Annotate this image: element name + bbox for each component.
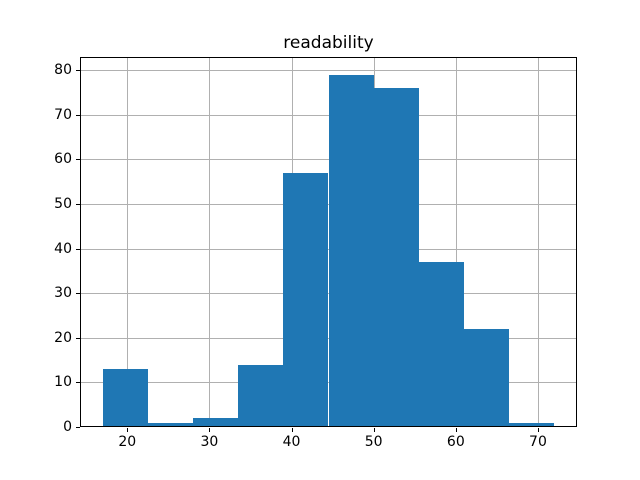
y-tick-mark (76, 427, 80, 428)
x-tick-label: 50 (364, 434, 383, 450)
x-tick-mark (455, 428, 457, 432)
histogram-bar (283, 172, 329, 427)
y-tick-mark (76, 159, 80, 161)
chart-title: readability (283, 33, 374, 53)
y-tick-mark (76, 382, 80, 384)
histogram-bar (102, 369, 148, 427)
histogram-bar (509, 422, 555, 427)
y-tick-label: 80 (54, 62, 72, 79)
x-tick-mark (537, 428, 539, 432)
x-tick-label: 20 (118, 434, 137, 450)
histogram-bar (328, 74, 374, 427)
y-tick-mark (76, 248, 80, 250)
x-tick-mark (127, 428, 129, 432)
histogram-bar (192, 418, 239, 427)
histogram-bar (373, 88, 419, 427)
y-tick-label: 70 (54, 106, 72, 123)
x-gridline (127, 57, 129, 427)
y-tick-label: 50 (54, 195, 72, 212)
y-tick-label: 0 (63, 419, 72, 435)
histogram-bar (418, 261, 465, 427)
y-tick-mark (76, 203, 80, 205)
x-tick-mark (209, 428, 211, 432)
x-tick-mark (373, 428, 375, 432)
plot-area (80, 57, 577, 427)
x-gridline (537, 57, 539, 427)
x-gridline (455, 57, 457, 427)
x-tick-label: 70 (529, 434, 547, 450)
y-tick-label: 30 (54, 285, 72, 302)
x-tick-mark (291, 428, 293, 432)
histogram-bar (147, 422, 193, 427)
x-gridline (209, 57, 211, 427)
histogram-bar (464, 328, 510, 427)
y-tick-mark (76, 293, 80, 295)
y-tick-label: 40 (54, 240, 72, 257)
y-tick-label: 60 (54, 151, 72, 168)
y-gridline (80, 70, 577, 72)
x-tick-label: 40 (282, 434, 301, 450)
y-tick-label: 10 (54, 374, 72, 391)
x-tick-label: 60 (446, 434, 465, 450)
y-tick-mark (76, 337, 80, 339)
y-tick-mark (76, 114, 80, 116)
x-tick-label: 30 (200, 434, 219, 450)
y-tick-label: 20 (54, 329, 72, 346)
histogram-bar (238, 364, 284, 427)
y-tick-mark (76, 70, 80, 72)
